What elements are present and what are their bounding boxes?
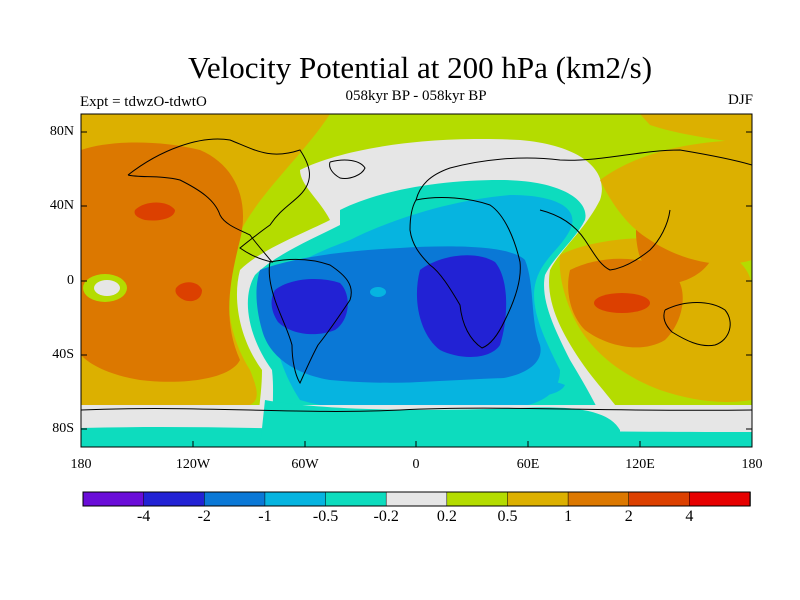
y-ticks [81, 131, 752, 430]
negative-cyan-patch [370, 287, 386, 297]
negative-darkblue-africa [416, 255, 507, 357]
y-tick-label: 40S [52, 347, 74, 362]
colorbar-label: 0.5 [497, 508, 518, 525]
y-tick-label: 0 [67, 273, 74, 288]
colorbar-label: -2 [197, 508, 211, 525]
pacific-orange-region [81, 142, 244, 382]
pacific-red-south [175, 282, 202, 302]
colorbar-label: -4 [136, 508, 151, 525]
x-tick-label: 180 [741, 457, 763, 472]
colorbar-swatch [204, 491, 266, 507]
y-tick-label: 40N [49, 198, 74, 213]
colorbar-label: -1 [258, 508, 272, 525]
colorbar-swatch [446, 491, 509, 507]
map-subtitle: 058kyr BP - 058kyr BP [345, 88, 487, 104]
x-ticks [80, 441, 753, 447]
x-tick-label: 120E [625, 457, 655, 472]
negative-darkblue-south-america [271, 278, 348, 335]
pacific-white-patch [94, 280, 120, 296]
colorbar-swatch [143, 491, 206, 507]
x-tick-label: 60E [516, 457, 540, 472]
x-tick-label: 180 [70, 457, 92, 472]
contour-field [81, 114, 752, 447]
experiment-label: Expt = tdwzO-tdwtO [80, 94, 207, 110]
colorbar-label: 2 [624, 508, 633, 525]
y-tick-label: 80N [49, 124, 74, 139]
x-tick-label: 120W [175, 457, 211, 472]
colorbar-frame [82, 491, 751, 507]
colorbar-swatch [264, 491, 327, 507]
colorbar-swatch [82, 491, 145, 507]
x-tick-label: 60W [291, 457, 319, 472]
x-tick-label: 0 [412, 457, 420, 472]
y-tick-label: 80S [52, 421, 74, 436]
coastlines [81, 138, 752, 412]
colorbar-label: 1 [564, 508, 573, 525]
season-label: DJF [727, 92, 753, 108]
map-title: Velocity Potential at 200 hPa (km2/s) [187, 50, 653, 85]
colorbar-swatch [628, 491, 691, 507]
arctic-yellow [640, 114, 752, 145]
maritime-red-patch [594, 293, 650, 313]
southern-ocean-cyan [305, 377, 565, 403]
colorbar-swatch [325, 491, 387, 507]
colorbar-label: -0.5 [312, 508, 339, 525]
pacific-red-north [134, 202, 175, 221]
colorbar-swatch [385, 491, 448, 507]
colorbar-label: 0.2 [436, 508, 457, 525]
colorbar [82, 491, 751, 507]
southern-ocean-teal [260, 400, 620, 447]
colorbar-swatch [567, 491, 630, 507]
colorbar-label: -0.2 [373, 508, 399, 525]
colorbar-swatch [507, 491, 569, 507]
colorbar-label: 4 [685, 508, 694, 525]
colorbar-swatch [689, 491, 751, 507]
east-asia-yellow [600, 140, 752, 264]
